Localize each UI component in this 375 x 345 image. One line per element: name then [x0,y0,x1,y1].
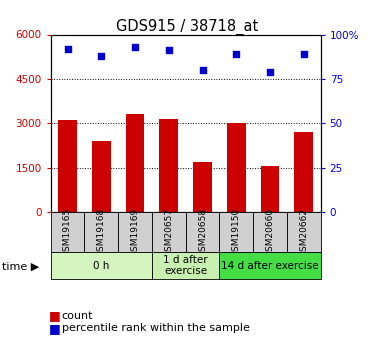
Bar [159,119,178,212]
Bar [152,212,186,252]
Bar [92,141,111,212]
Text: GSM19165: GSM19165 [63,207,72,257]
Text: GSM20662: GSM20662 [299,207,308,257]
Bar [261,166,279,212]
Text: ■: ■ [49,322,60,335]
Bar [219,212,253,252]
Bar [118,212,152,252]
Text: GSM20660: GSM20660 [266,207,274,257]
Text: ■: ■ [49,309,60,322]
Text: GDS915 / 38718_at: GDS915 / 38718_at [116,19,259,35]
Bar [287,212,321,252]
Bar [219,252,321,279]
Text: 0 h: 0 h [93,261,110,270]
Text: time ▶: time ▶ [2,262,39,271]
Text: GSM19168: GSM19168 [97,207,106,257]
Text: count: count [62,311,93,321]
Bar [227,124,246,212]
Bar [51,212,84,252]
Text: 14 d after exercise: 14 d after exercise [221,261,319,270]
Bar [84,212,118,252]
Bar [186,212,219,252]
Point [64,46,70,51]
Point [98,53,104,59]
Text: GSM20658: GSM20658 [198,207,207,257]
Bar [51,252,152,279]
Point [267,69,273,75]
Text: GSM20657: GSM20657 [164,207,173,257]
Bar [58,120,77,212]
Text: 1 d after
exercise: 1 d after exercise [164,255,208,276]
Text: GSM19169: GSM19169 [130,207,140,257]
Bar [193,162,212,212]
Point [233,51,239,57]
Bar [253,212,287,252]
Text: GSM19150: GSM19150 [232,207,241,257]
Point [301,51,307,57]
Bar [152,252,219,279]
Text: percentile rank within the sample: percentile rank within the sample [62,324,250,333]
Bar [294,132,313,212]
Point [200,67,206,73]
Point [166,48,172,53]
Point [132,44,138,50]
Bar [126,115,144,212]
